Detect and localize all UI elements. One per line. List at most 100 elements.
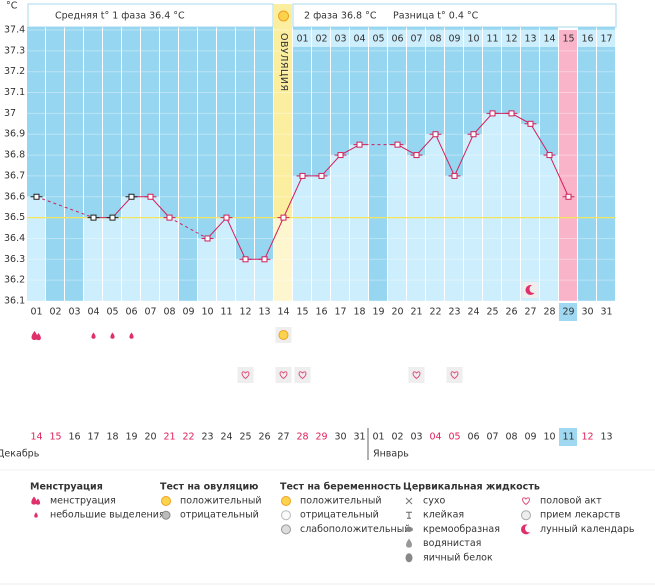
highlight-date-box	[559, 428, 577, 446]
date: 17	[87, 432, 99, 443]
y-tick-label: 37.2	[4, 66, 25, 77]
cycle-day: 28	[543, 307, 555, 318]
phase2-day: 07	[410, 34, 422, 45]
phase1-label: Средняя t° 1 фаза 36.4 °C	[55, 11, 185, 22]
legend-item: менструация	[50, 496, 116, 507]
phase2-day-cell	[445, 30, 463, 47]
date: 31	[353, 432, 365, 443]
legend-icon	[161, 496, 171, 506]
cycle-day: 19	[372, 307, 384, 318]
legend-title: Тест на беременность	[280, 482, 401, 493]
temperature-bar	[445, 175, 463, 301]
legend-item: положительный	[300, 496, 382, 507]
phase2-day-cell	[426, 30, 444, 47]
phase2-day: 12	[505, 34, 517, 45]
y-tick-label: 37.4	[4, 25, 25, 36]
cycle-day: 11	[220, 307, 232, 318]
point	[109, 214, 116, 221]
legend-item: прием лекарств	[540, 510, 621, 521]
y-tick-label: 37.1	[4, 87, 25, 98]
legend-item: яичный белок	[423, 552, 493, 563]
temperature-bar	[160, 217, 178, 301]
date: 20	[144, 432, 156, 443]
date: 29	[315, 432, 327, 443]
column-bg	[597, 27, 615, 301]
date: 04	[429, 432, 441, 443]
intercourse-box	[237, 367, 254, 383]
legend-icon	[405, 497, 413, 505]
menstruation-drop	[36, 333, 41, 341]
spotting-drop	[91, 332, 96, 339]
date: 01	[372, 432, 384, 443]
date: 24	[220, 432, 232, 443]
y-axis-label: °C	[6, 1, 18, 12]
temperature-bar	[141, 196, 159, 301]
cycle-day: 31	[600, 307, 612, 318]
phase2-day: 08	[429, 34, 441, 45]
temperature-line	[397, 112, 569, 197]
phase2-day: 14	[543, 34, 555, 45]
phase2-day-cell	[540, 30, 558, 47]
y-tick-label: 36.3	[4, 254, 25, 265]
phase2-day: 02	[315, 34, 327, 45]
date: 03	[410, 432, 422, 443]
legend-icon	[35, 498, 41, 505]
point	[90, 214, 97, 221]
date: 08	[505, 432, 517, 443]
temperature-bar	[350, 144, 368, 301]
temperature-bar	[331, 155, 349, 301]
spotting-drop	[129, 332, 134, 339]
date: 07	[486, 432, 498, 443]
legend-title: Менструация	[30, 482, 103, 493]
point	[394, 141, 401, 148]
legend-icon	[405, 553, 413, 563]
ovulation-sun	[278, 10, 289, 22]
intercourse-box	[408, 367, 425, 383]
date: 02	[391, 432, 403, 443]
legend-icon	[281, 510, 291, 521]
difference-label: Разница t° 0.4 °C	[393, 11, 479, 22]
moon-cut	[529, 285, 538, 293]
test-sun	[278, 330, 289, 340]
cycle-day: 03	[68, 307, 80, 318]
gap-line	[36, 196, 94, 219]
temperature-bar	[502, 113, 520, 301]
column-bg	[255, 27, 273, 301]
phase2-day-cell	[388, 30, 406, 47]
cycle-day: 07	[144, 307, 156, 318]
phase2-day-cell	[597, 30, 615, 47]
cycle-day: 18	[353, 307, 365, 318]
phase2-day: 06	[391, 34, 403, 45]
month-label: Январь	[373, 449, 409, 460]
temperature-bar	[255, 259, 273, 301]
temperature-bar	[198, 238, 216, 301]
temperature-bar	[559, 196, 577, 301]
phase2-day-cell	[464, 30, 482, 47]
cycle-day: 27	[524, 307, 536, 318]
point	[470, 131, 477, 138]
point	[565, 193, 572, 200]
date: 27	[277, 432, 289, 443]
temperature-bar	[293, 175, 311, 301]
date: 19	[125, 432, 137, 443]
legend-item: положительный	[180, 496, 262, 507]
legend-title: Тест на овуляцию	[160, 482, 258, 493]
temperature-bar	[483, 113, 501, 301]
cycle-day: 01	[30, 307, 42, 318]
date: 23	[201, 432, 213, 443]
temperature-bar	[103, 217, 121, 301]
intercourse-box	[275, 367, 292, 383]
phase2-day: 15	[562, 34, 574, 45]
point	[33, 193, 40, 200]
phase2-day: 09	[448, 34, 460, 45]
cycle-day: 13	[258, 307, 270, 318]
phase2-day: 05	[372, 34, 384, 45]
point	[223, 214, 230, 221]
point	[242, 256, 249, 263]
legend-icon	[31, 496, 37, 505]
legend-item: кремообразная	[423, 524, 500, 535]
point	[166, 214, 173, 221]
cycle-day: 25	[486, 307, 498, 318]
legend-icon	[281, 524, 291, 535]
highlight-day-box	[559, 303, 577, 321]
